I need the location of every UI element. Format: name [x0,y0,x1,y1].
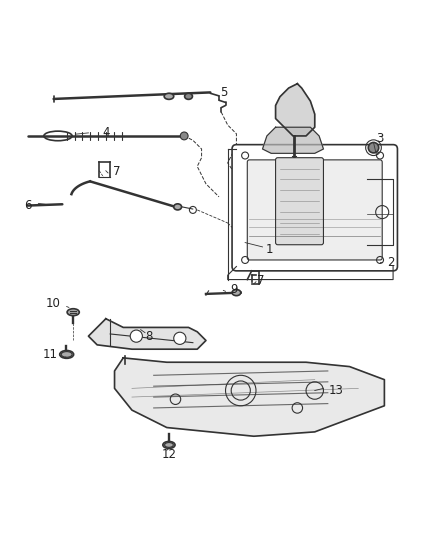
Polygon shape [115,358,385,436]
Text: 12: 12 [162,448,177,461]
Circle shape [368,142,379,153]
Ellipse shape [67,309,79,316]
Text: 1: 1 [265,243,273,256]
Polygon shape [276,84,315,136]
Ellipse shape [185,93,192,99]
Polygon shape [88,319,206,349]
Ellipse shape [232,289,241,296]
Circle shape [174,332,186,344]
Circle shape [130,330,142,342]
Text: 7: 7 [113,165,120,178]
Text: 5: 5 [220,86,227,99]
Ellipse shape [174,204,182,210]
FancyBboxPatch shape [276,158,323,245]
Text: 11: 11 [43,348,58,361]
Text: 9: 9 [230,282,238,296]
Text: 10: 10 [45,297,60,310]
Text: 8: 8 [146,329,153,343]
Text: 6: 6 [24,199,31,212]
Text: 7: 7 [257,274,264,287]
Ellipse shape [163,441,175,448]
Text: 3: 3 [376,132,384,144]
Text: 13: 13 [329,384,344,397]
Text: 2: 2 [387,256,395,269]
FancyBboxPatch shape [247,160,382,260]
Text: 4: 4 [102,126,110,139]
Circle shape [180,132,188,140]
Ellipse shape [60,351,74,358]
FancyBboxPatch shape [232,144,397,271]
Ellipse shape [164,93,174,99]
Polygon shape [262,127,323,154]
